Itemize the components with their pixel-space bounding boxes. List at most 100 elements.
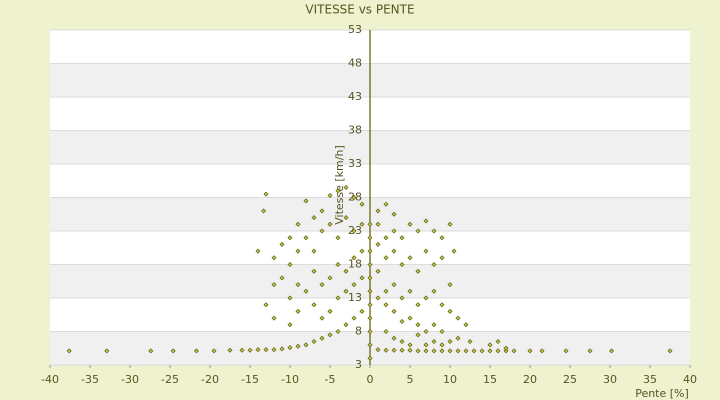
point bbox=[367, 288, 373, 294]
point bbox=[527, 348, 533, 354]
point bbox=[367, 221, 373, 227]
point bbox=[343, 322, 349, 328]
point bbox=[407, 255, 413, 261]
point bbox=[367, 329, 373, 334]
point bbox=[295, 248, 301, 254]
point bbox=[423, 348, 429, 354]
point bbox=[391, 248, 397, 254]
point bbox=[367, 248, 373, 254]
point bbox=[447, 308, 453, 314]
point bbox=[463, 348, 469, 354]
point bbox=[239, 347, 245, 353]
point bbox=[423, 295, 429, 301]
point bbox=[375, 221, 381, 227]
point bbox=[423, 218, 429, 224]
point bbox=[431, 228, 437, 234]
y-tick-label: 18 bbox=[348, 258, 362, 271]
point bbox=[391, 228, 397, 234]
x-tick-label: 30 bbox=[603, 373, 617, 386]
point bbox=[367, 275, 373, 281]
point bbox=[383, 235, 389, 241]
point bbox=[295, 343, 301, 349]
x-tick-label: 40 bbox=[683, 373, 697, 386]
point bbox=[467, 339, 473, 345]
point bbox=[319, 208, 325, 214]
point bbox=[431, 322, 437, 328]
point bbox=[399, 339, 405, 345]
point bbox=[391, 335, 397, 341]
point bbox=[415, 348, 421, 354]
point bbox=[319, 335, 325, 341]
point bbox=[327, 192, 333, 198]
point bbox=[351, 315, 357, 321]
point bbox=[439, 348, 445, 354]
point bbox=[415, 332, 421, 338]
point bbox=[439, 235, 445, 241]
point bbox=[303, 198, 309, 204]
point bbox=[439, 302, 445, 308]
x-axis-title: Pente [%] bbox=[635, 387, 689, 400]
point bbox=[279, 275, 285, 281]
point bbox=[255, 248, 261, 254]
point bbox=[431, 339, 437, 345]
point bbox=[431, 288, 437, 294]
point bbox=[271, 315, 277, 321]
point bbox=[303, 342, 309, 348]
x-tick-label: 10 bbox=[443, 373, 457, 386]
point bbox=[407, 221, 413, 227]
point bbox=[383, 255, 389, 261]
point bbox=[423, 248, 429, 254]
x-tick-label: -10 bbox=[281, 373, 299, 386]
point bbox=[66, 348, 72, 354]
point bbox=[495, 339, 501, 345]
point bbox=[399, 262, 405, 267]
point bbox=[327, 221, 333, 227]
y-tick-label: 13 bbox=[348, 291, 362, 304]
point bbox=[335, 262, 341, 267]
point bbox=[311, 302, 317, 308]
point bbox=[359, 221, 365, 227]
point bbox=[415, 302, 421, 308]
point bbox=[415, 228, 421, 234]
point bbox=[104, 348, 110, 354]
point bbox=[391, 211, 397, 217]
point bbox=[295, 221, 301, 227]
point bbox=[279, 241, 285, 247]
point bbox=[391, 308, 397, 314]
y-tick-label: 38 bbox=[348, 124, 362, 137]
point bbox=[279, 346, 285, 352]
point bbox=[375, 347, 381, 353]
point bbox=[407, 347, 413, 353]
point bbox=[367, 302, 373, 308]
y-tick-label: 53 bbox=[348, 23, 362, 36]
point bbox=[211, 348, 217, 354]
point bbox=[335, 329, 341, 334]
point bbox=[487, 342, 493, 348]
point bbox=[148, 348, 154, 354]
point bbox=[383, 288, 389, 294]
point bbox=[471, 348, 477, 354]
point bbox=[383, 347, 389, 353]
point bbox=[351, 195, 357, 200]
point bbox=[287, 295, 293, 301]
point bbox=[439, 342, 445, 348]
point bbox=[503, 348, 509, 354]
point bbox=[447, 348, 453, 354]
point bbox=[303, 288, 309, 294]
point bbox=[335, 188, 341, 194]
point bbox=[303, 235, 309, 241]
y-axis-title: Vitesse [km/h] bbox=[333, 145, 346, 225]
point bbox=[375, 295, 381, 301]
point bbox=[287, 322, 293, 328]
point bbox=[463, 322, 469, 328]
point bbox=[271, 347, 277, 353]
point bbox=[295, 282, 301, 288]
point bbox=[447, 221, 453, 227]
point bbox=[439, 255, 445, 261]
point bbox=[439, 329, 445, 334]
point bbox=[407, 315, 413, 321]
point bbox=[587, 348, 593, 354]
point bbox=[391, 282, 397, 288]
point bbox=[423, 329, 429, 334]
